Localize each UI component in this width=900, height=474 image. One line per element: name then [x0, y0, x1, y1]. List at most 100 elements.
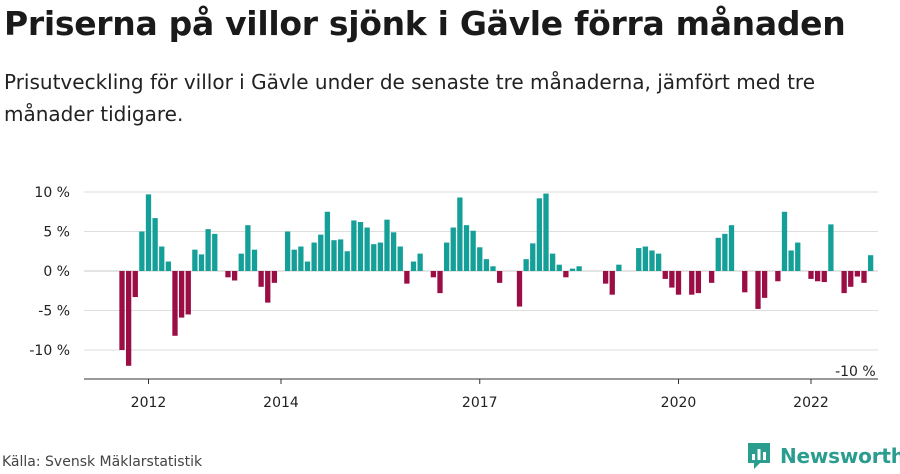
- bar: [132, 271, 138, 298]
- bar: [795, 242, 801, 271]
- bar: [258, 271, 264, 287]
- bar: [722, 233, 728, 271]
- x-tick-label: 2020: [661, 395, 697, 411]
- bar: [139, 231, 145, 271]
- bar: [119, 271, 125, 350]
- bar: [271, 271, 278, 283]
- bar: [265, 271, 271, 303]
- bar: [371, 244, 377, 271]
- bar: [159, 246, 165, 271]
- bar: [867, 255, 874, 271]
- bar: [669, 271, 675, 288]
- bar: [848, 271, 854, 287]
- bar: [496, 271, 503, 283]
- bar: [477, 247, 483, 271]
- bar: [609, 271, 615, 295]
- newsworthy-logo-icon: [748, 443, 770, 469]
- bar: [450, 227, 456, 271]
- bar: [662, 271, 668, 279]
- bar: [185, 271, 191, 315]
- bar: [225, 271, 231, 278]
- bar: [616, 264, 622, 271]
- x-tick-label: 2022: [793, 395, 829, 411]
- bar: [238, 253, 244, 271]
- source-note: Källa: Svensk Mäklarstatistik: [2, 454, 203, 470]
- bar: [715, 237, 721, 271]
- bar: [781, 211, 788, 271]
- bar: [516, 271, 523, 307]
- bar: [410, 261, 417, 271]
- y-tick-label: -10 %: [29, 343, 70, 359]
- bar: [821, 271, 827, 283]
- bar: [357, 222, 364, 271]
- bar: [675, 271, 682, 295]
- bar: [563, 271, 569, 278]
- bar: [463, 225, 470, 271]
- bar: [284, 231, 291, 271]
- bar: [861, 271, 867, 283]
- chart-title: Priserna på villor sjönk i Gävle förra m…: [4, 4, 846, 43]
- bar: [331, 240, 337, 271]
- bar: [808, 271, 814, 279]
- bar: [576, 266, 582, 271]
- bar: [437, 271, 443, 294]
- bar: [245, 225, 251, 271]
- bar: [636, 248, 642, 271]
- bar: [377, 242, 384, 271]
- bar: [165, 261, 172, 271]
- bar: [708, 271, 715, 283]
- bar: [530, 243, 536, 271]
- bar: [351, 220, 357, 271]
- bar: [543, 193, 549, 271]
- bar: [384, 219, 390, 271]
- bar: [337, 239, 344, 271]
- bar: [523, 259, 529, 271]
- bar: [251, 249, 258, 271]
- bar: [655, 253, 662, 271]
- bar: [298, 246, 304, 271]
- bar: [198, 254, 205, 271]
- bar: [172, 271, 178, 336]
- bar: [205, 229, 211, 271]
- bar: [397, 246, 403, 271]
- bar: [231, 271, 238, 281]
- bar: [178, 271, 185, 318]
- bar: [549, 253, 556, 271]
- bar: [304, 261, 311, 271]
- bar: [483, 259, 490, 271]
- bar: [695, 271, 702, 294]
- bar: [755, 271, 761, 309]
- bar: [689, 271, 695, 295]
- bar: [470, 230, 476, 271]
- bar: [828, 224, 834, 271]
- bar: [775, 271, 781, 282]
- bar: [788, 250, 794, 271]
- bar: [556, 264, 562, 271]
- bar: [569, 268, 576, 271]
- bar: [728, 225, 735, 271]
- bar: [364, 227, 370, 271]
- bar: [311, 242, 317, 271]
- brand-logo: Newsworthy: [746, 440, 900, 472]
- bar: [761, 271, 768, 298]
- bar: [318, 234, 324, 271]
- bar: [602, 271, 609, 284]
- bar: [536, 198, 543, 271]
- bar: [430, 271, 437, 278]
- bar: [192, 249, 198, 271]
- bar: [742, 271, 748, 293]
- bar: [291, 249, 297, 271]
- bar: [649, 250, 655, 271]
- y-tick-label: 5 %: [43, 225, 70, 241]
- bar: [457, 197, 463, 271]
- bar: [324, 211, 331, 271]
- y-tick-label: 0 %: [43, 264, 70, 280]
- x-tick-label: 2012: [131, 395, 167, 411]
- bar: [841, 271, 847, 294]
- bar: [417, 253, 423, 271]
- bar: [642, 246, 649, 271]
- brand-name: Newsworthy: [780, 444, 900, 468]
- bar: [125, 271, 132, 366]
- chart-subtitle: Prisutveckling för villor i Gävle under …: [4, 70, 815, 126]
